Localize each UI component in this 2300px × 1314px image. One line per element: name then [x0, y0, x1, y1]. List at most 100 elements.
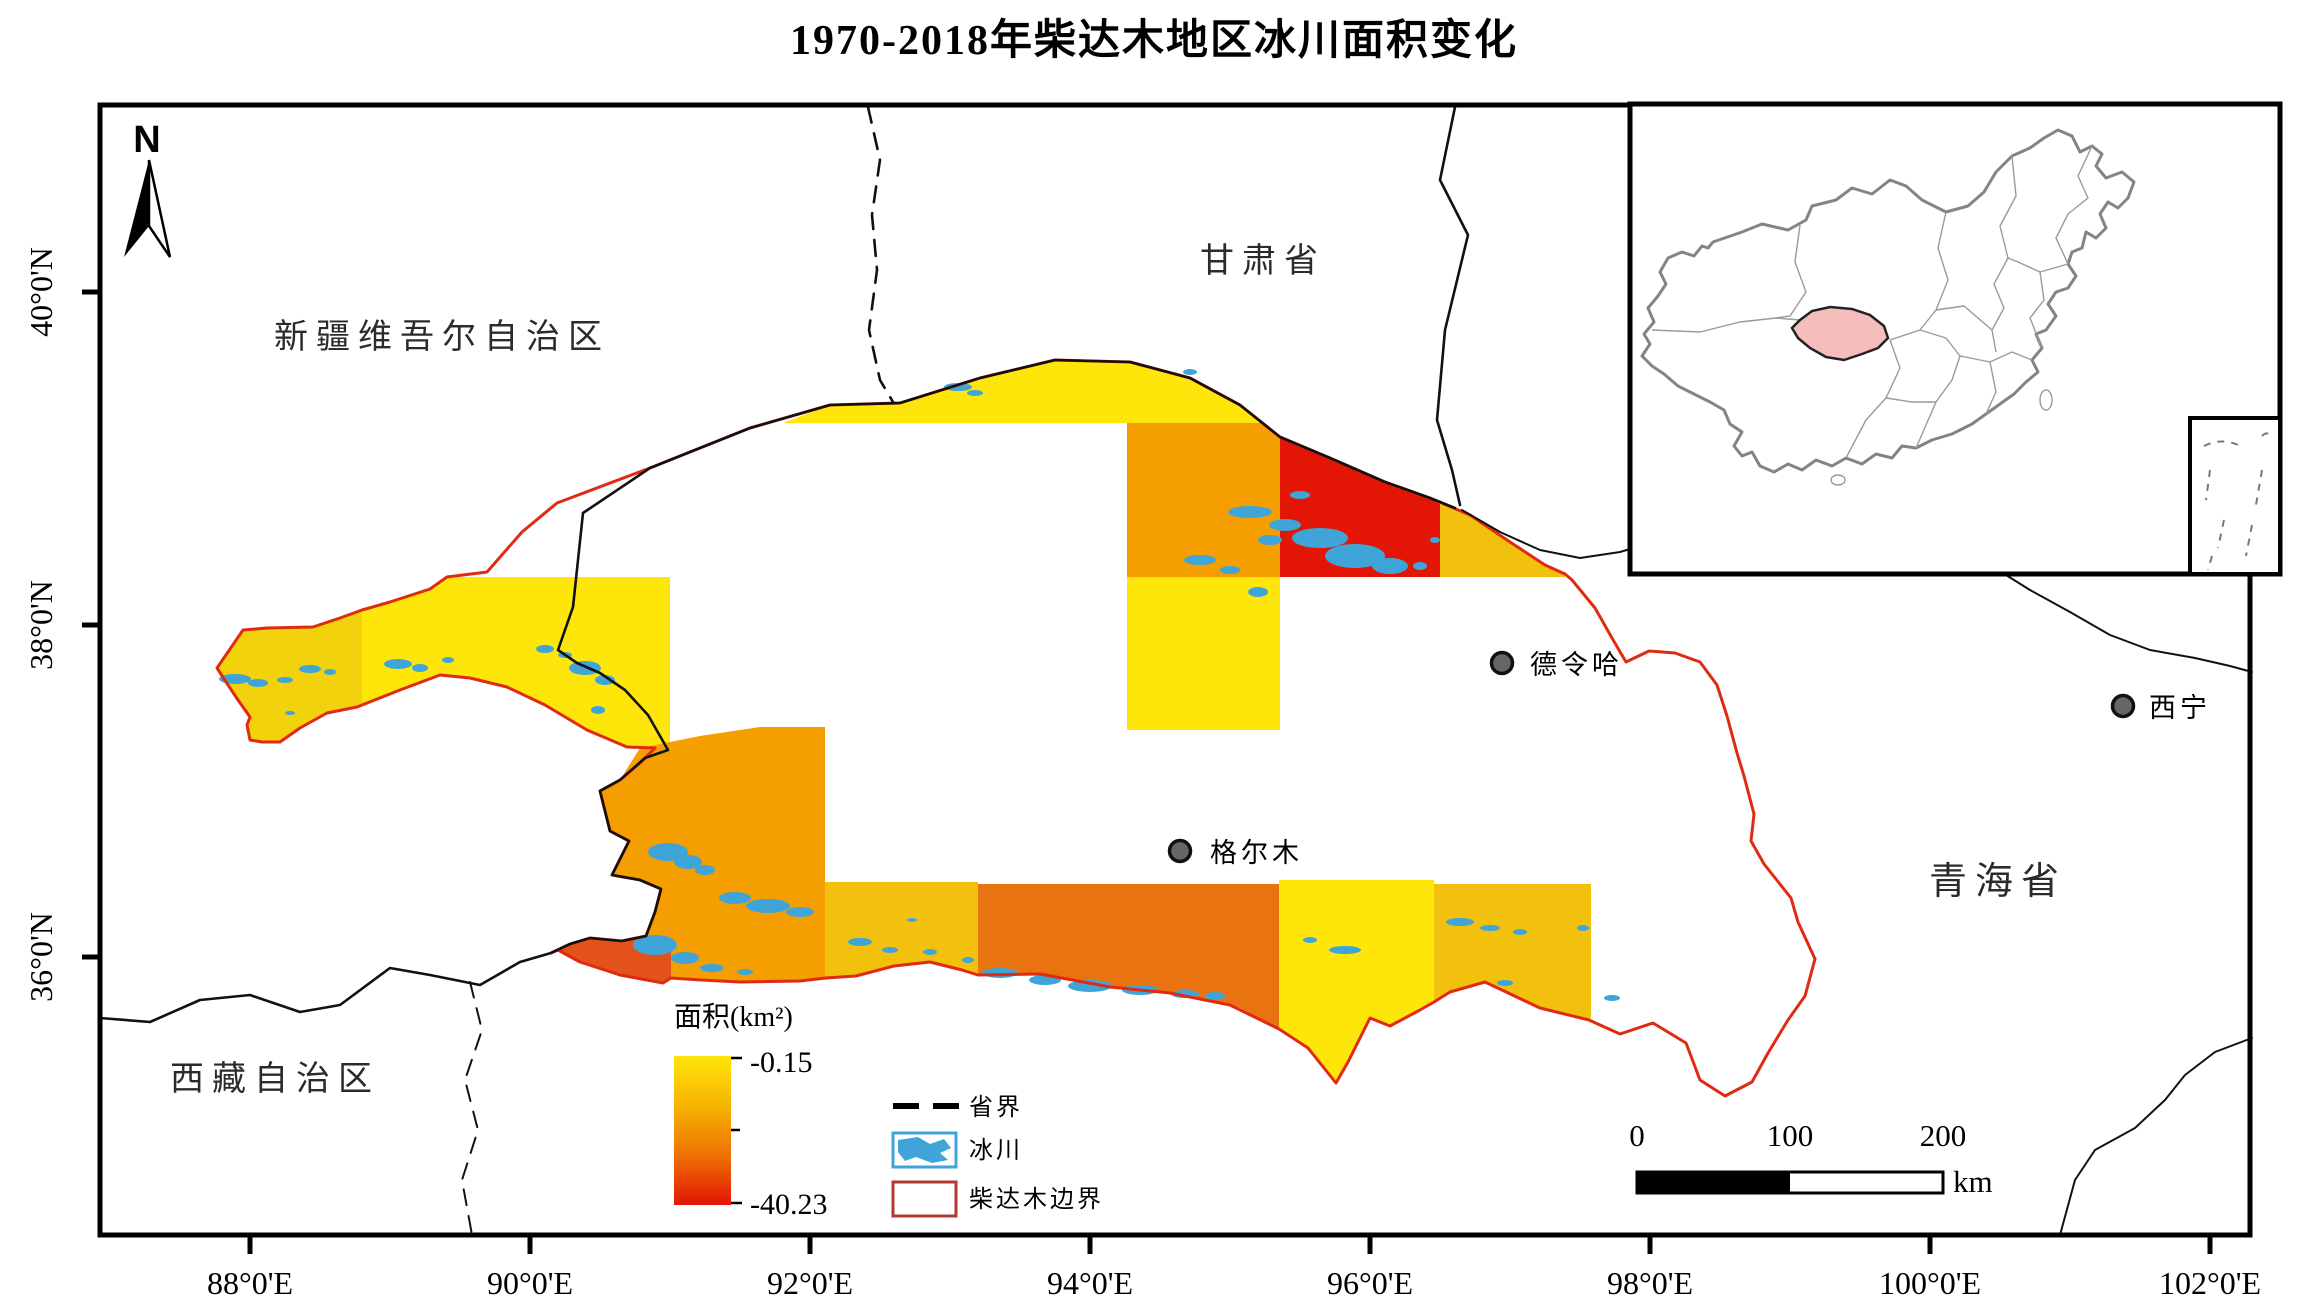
legend-area-title: 面积(km²) [674, 1002, 793, 1033]
glacier-blob [1269, 519, 1301, 531]
glacier-blob [1292, 528, 1348, 548]
province-boundary-line [98, 511, 670, 1024]
lon-label: 92°0'E [767, 1265, 853, 1301]
glacier-blob [695, 865, 715, 875]
glacier-blob [412, 664, 428, 672]
city-dot-icon [1489, 650, 1515, 676]
longitude-labels: 88°0'E 90°0'E 92°0'E 94°0'E 96°0'E 98°0'… [207, 1265, 2261, 1301]
graticule-ticks [82, 289, 2213, 1254]
grid-cell [978, 884, 1279, 1029]
city-label: 德令哈 [1530, 650, 1623, 680]
region-label-qinghai: 青海省 [1929, 861, 2067, 903]
glacier-blob [944, 383, 972, 391]
glacier-blob [384, 659, 412, 669]
lon-label: 102°0'E [2159, 1265, 2261, 1301]
glacier-blob [907, 918, 917, 922]
latitude-labels: 40°0'N 38°0'N 36°0'N [23, 247, 59, 1002]
glacier-blob [324, 669, 336, 675]
glacier-blob [1205, 992, 1225, 1000]
glacier-blob [1413, 562, 1427, 570]
scale-bar: 0 100 200 km [1629, 1118, 1992, 1199]
glacier-blob [882, 947, 898, 953]
glacier-blob [1228, 506, 1272, 518]
china-outline [1640, 128, 2136, 474]
glacier-blob [1220, 566, 1240, 574]
glacier-blob [1604, 995, 1620, 1001]
north-label: N [133, 119, 160, 161]
glacier-blob [848, 938, 872, 946]
grid-cell [1279, 880, 1434, 1083]
glacier-blob [1290, 491, 1310, 499]
glacier-blob [277, 677, 293, 683]
lon-label: 90°0'E [487, 1265, 573, 1301]
glacier-blob [1068, 980, 1112, 992]
glacier-blob [1480, 925, 1500, 931]
grid-cell [825, 882, 978, 978]
region-label-xinjiang: 新疆维吾尔自治区 [274, 318, 610, 356]
city-marker-delingha: 德令哈 [1489, 650, 1623, 680]
scale-label-200: 200 [1920, 1118, 1967, 1153]
glacier-blob [569, 661, 601, 675]
boundary-swatch-icon [891, 1180, 958, 1218]
grid-cell [362, 577, 670, 748]
scale-label-100: 100 [1767, 1118, 1814, 1153]
city-marker-golmud: 格尔木 [1167, 838, 1299, 868]
legend-item-label: 柴达木边界 [969, 1186, 1104, 1213]
province-boundary-line [866, 105, 895, 404]
glacier-blob [1325, 544, 1385, 568]
lat-label: 36°0'N [23, 912, 59, 1002]
glacier-blob [248, 679, 268, 687]
province-boundary-line [1435, 105, 1470, 507]
glacier-blob [962, 957, 974, 963]
legend-color-ramp [674, 1056, 731, 1205]
lon-label: 100°0'E [1879, 1265, 1981, 1301]
glacier-swatch-blob [898, 1137, 951, 1163]
glacier-blob [671, 952, 699, 964]
legend-item-label: 冰川 [969, 1137, 1023, 1164]
inset-province-lines [1651, 145, 2093, 486]
grid-cell [1127, 577, 1280, 730]
legend-item-qaidam-boundary: 柴达木边界 [891, 1180, 1104, 1218]
city-dot-icon [2110, 693, 2136, 719]
glacier-blob [1497, 980, 1513, 986]
legend-item-glacier: 冰川 [891, 1131, 1023, 1169]
glacier-blob [299, 665, 321, 673]
glacier-blob [1430, 537, 1440, 543]
glacier-blob [1329, 946, 1361, 954]
city-label: 西宁 [2149, 693, 2211, 723]
glacier-blob [536, 645, 554, 653]
legend-min-label: -40.23 [750, 1188, 828, 1221]
scale-label-0: 0 [1629, 1118, 1645, 1153]
lon-label: 88°0'E [207, 1265, 293, 1301]
china-inset-map [1627, 101, 2283, 577]
grid-cell [1434, 884, 1591, 1020]
province-boundary-line [461, 981, 483, 1236]
legend-max-label: -0.15 [750, 1046, 813, 1079]
glacier-blob [737, 969, 753, 975]
map-title: 1970-2018年柴达木地区冰川面积变化 [790, 17, 1518, 64]
glacier-blob [648, 843, 688, 861]
glacier-blob [967, 390, 983, 396]
scale-unit-label: km [1953, 1164, 1993, 1199]
legend-item-label: 省界 [969, 1094, 1023, 1121]
legend-item-province-boundary: 省界 [893, 1094, 1023, 1121]
grid-cell [217, 610, 362, 742]
legend: 面积(km²) -0.15 -40.23 省界 冰川 柴达木边界 [674, 1002, 1104, 1221]
inset-highlight-qaidam [1790, 305, 1890, 362]
glacier-blob [746, 899, 790, 913]
north-arrow-icon: N [124, 119, 172, 258]
glacier-blob [700, 964, 724, 972]
glacier-blob [1577, 925, 1589, 931]
glacier-blob [1513, 929, 1527, 935]
glacier-blob [1258, 535, 1282, 545]
inset-south-china-sea-box [2188, 416, 2282, 576]
glacier-blob [1372, 558, 1408, 574]
lon-label: 94°0'E [1047, 1265, 1133, 1301]
province-boundary-line [581, 358, 1457, 515]
lat-label: 40°0'N [23, 247, 59, 337]
region-label-xizang: 西藏自治区 [170, 1060, 380, 1098]
glacier-blob [285, 711, 295, 715]
region-label-gansu: 甘肃省 [1200, 242, 1326, 280]
